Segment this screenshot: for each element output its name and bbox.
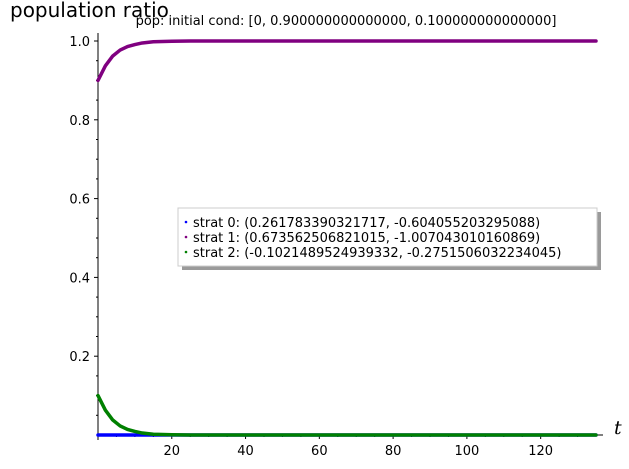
y-tick-label: 1.0 <box>69 35 90 50</box>
y-axis-label: population ratio <box>10 0 169 22</box>
y-ticks: 0.2 0.4 0.6 0.8 1.0 <box>69 35 98 365</box>
x-ticks: 20 40 60 80 100 120 <box>115 435 579 459</box>
legend-box <box>177 207 598 267</box>
legend-label-0: strat 0: (0.261783390321717, -0.60405520… <box>193 216 540 231</box>
y-tick-label: 0.6 <box>69 193 90 208</box>
x-tick-label: 60 <box>311 444 328 459</box>
y-tick-label: 0.4 <box>69 271 90 286</box>
x-axis-label: t <box>614 417 622 439</box>
series-lines <box>96 39 598 437</box>
x-tick-label: 40 <box>237 444 254 459</box>
legend-marker-1 <box>184 235 188 239</box>
chart-title: pop: initial cond: [0, 0.900000000000000… <box>136 14 557 29</box>
legend-entries: strat 0: (0.261783390321717, -0.60405520… <box>184 216 561 261</box>
legend: strat 0: (0.261783390321717, -0.60405520… <box>177 207 601 270</box>
x-tick-label: 100 <box>454 444 479 459</box>
y-tick-label: 0.8 <box>69 114 90 129</box>
x-tick-label: 80 <box>385 444 402 459</box>
y-tick-label: 0.2 <box>69 350 90 365</box>
series-line-1 <box>96 39 598 83</box>
x-tick-label: 20 <box>164 444 181 459</box>
series-line-2 <box>96 393 598 437</box>
legend-marker-0 <box>184 220 188 224</box>
legend-label-2: strat 2: (-0.1021489524939332, -0.275150… <box>193 246 561 261</box>
legend-label-1: strat 1: (0.673562506821015, -1.00704301… <box>193 231 540 246</box>
x-tick-label: 120 <box>528 444 553 459</box>
legend-marker-2 <box>184 250 188 254</box>
